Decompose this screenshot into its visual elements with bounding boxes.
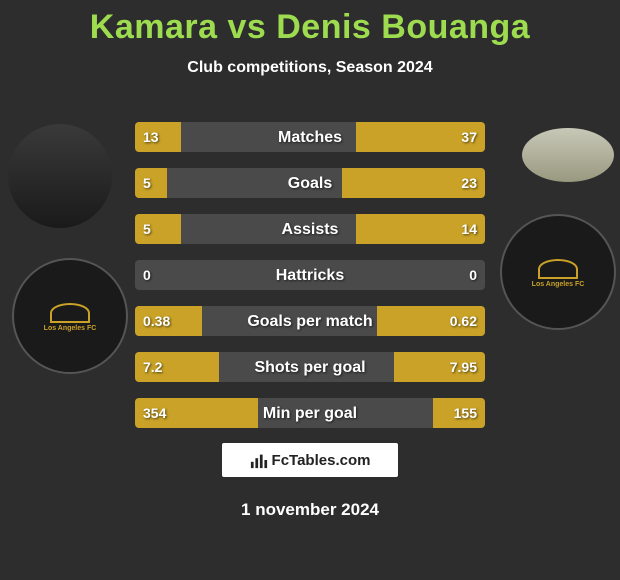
comparison-title: Kamara vs Denis Bouanga [0, 0, 620, 47]
comparison-date: 1 november 2024 [0, 500, 620, 520]
stat-value-right: 23 [461, 168, 477, 198]
stat-label: Assists [135, 214, 485, 246]
comparison-subtitle: Club competitions, Season 2024 [0, 59, 620, 77]
stat-value-right: 14 [461, 214, 477, 244]
stat-row: 354 155Min per goal [135, 398, 485, 430]
stat-value-left: 0.38 [143, 306, 170, 336]
stat-label: Min per goal [135, 398, 485, 430]
stat-value-right: 0.62 [450, 306, 477, 336]
stat-value-right: 7.95 [450, 352, 477, 382]
stat-row: 13 37Matches [135, 122, 485, 154]
stat-label: Goals [135, 168, 485, 200]
stat-value-right: 155 [454, 398, 477, 428]
footer-brand-text: FcTables.com [272, 452, 371, 469]
player1-avatar [8, 124, 112, 228]
stat-value-left: 354 [143, 398, 166, 428]
player2-club-logo: Los Angeles FC [500, 214, 616, 330]
stat-value-right: 0 [469, 260, 477, 290]
stat-value-right: 37 [461, 122, 477, 152]
stat-row: 5 14Assists [135, 214, 485, 246]
stat-label: Matches [135, 122, 485, 154]
stat-row: 5 23Goals [135, 168, 485, 200]
stats-container: 1337Matches523Goals514Assists00Hattricks… [135, 122, 485, 444]
player1-club-logo: Los Angeles FC [12, 258, 128, 374]
footer-brand: FcTables.com [222, 443, 398, 477]
stat-value-left: 5 [143, 168, 151, 198]
chart-icon [250, 451, 268, 469]
stat-label: Hattricks [135, 260, 485, 292]
stat-row: 0.38 0.62Goals per match [135, 306, 485, 338]
stat-value-left: 0 [143, 260, 151, 290]
stat-label: Goals per match [135, 306, 485, 338]
stat-row: 0 0Hattricks [135, 260, 485, 292]
stat-label: Shots per goal [135, 352, 485, 384]
stat-value-left: 5 [143, 214, 151, 244]
player2-club-text: Los Angeles FC [532, 281, 585, 288]
stat-value-left: 13 [143, 122, 159, 152]
stat-value-left: 7.2 [143, 352, 162, 382]
player1-club-text: Los Angeles FC [44, 325, 97, 332]
player2-avatar [522, 128, 614, 182]
stat-row: 7.2 7.95Shots per goal [135, 352, 485, 384]
